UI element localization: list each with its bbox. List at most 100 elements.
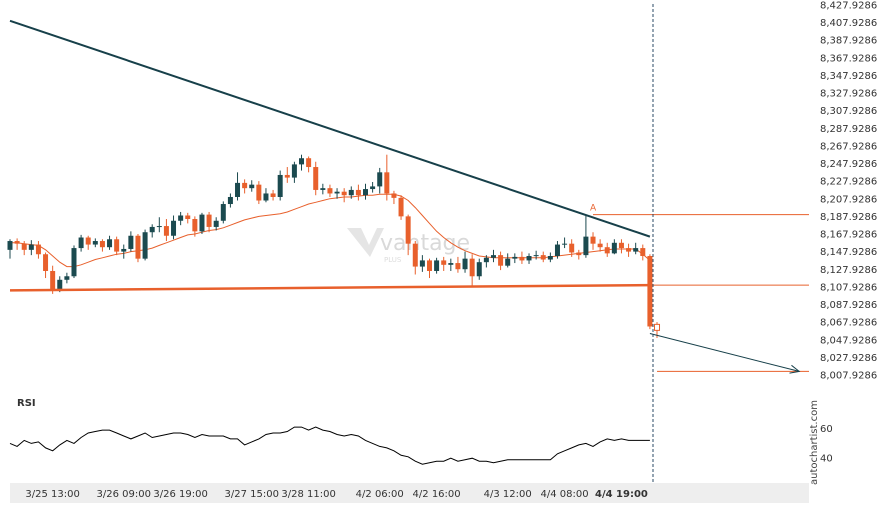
candle-bull — [71, 248, 77, 277]
candle-bear — [284, 174, 290, 178]
candle-bear — [398, 197, 404, 217]
candle-bull — [178, 215, 184, 221]
pattern-lines: A — [9, 19, 809, 374]
time-tick-label: 3/26 09:00 — [97, 489, 151, 500]
target-arrow-line — [649, 333, 800, 372]
candle-bear — [313, 167, 319, 190]
candle-bear — [590, 236, 596, 244]
candle-bear — [355, 189, 361, 196]
support-trendline — [9, 283, 650, 292]
rsi-panel: RSI 60 40 — [9, 398, 833, 465]
candle-bull — [121, 248, 127, 252]
candle-bull — [227, 196, 233, 205]
candle-bear — [135, 235, 141, 259]
candle-bear — [327, 188, 333, 194]
price-tick-label: 8,227.9286 — [820, 177, 877, 188]
candle-bull — [448, 263, 454, 265]
candle-bear — [618, 242, 624, 249]
candle-bull — [171, 220, 177, 236]
price-tick-label: 8,187.9286 — [820, 212, 877, 223]
time-tick-label: 4/3 12:00 — [484, 489, 532, 500]
candle-bull — [363, 189, 368, 196]
price-tick-label: 8,047.9286 — [820, 335, 877, 346]
candle-bear — [519, 256, 525, 261]
price-tick-label: 8,147.9286 — [820, 247, 877, 258]
vantage-watermark: vantage PLUS — [347, 228, 470, 264]
price-axis: 8,427.9286 8,407.9286 8,387.9286 8,367.9286… — [820, 1, 877, 382]
watermark-text: vantage — [380, 231, 470, 256]
candle-bear — [576, 252, 582, 256]
candle-bear — [341, 191, 347, 196]
candlesticks — [7, 154, 661, 338]
time-tick-label: 3/28 11:00 — [281, 489, 335, 500]
candle-bear — [14, 241, 20, 244]
price-tick-label: 8,107.9286 — [820, 282, 877, 293]
candle-bull — [64, 276, 70, 280]
candle-bear — [185, 215, 191, 220]
candle-bear — [604, 247, 610, 254]
candle-bull — [92, 241, 98, 245]
watermark-subtext: PLUS — [384, 256, 402, 264]
candle-bear — [455, 263, 461, 270]
time-tick-label: 3/26 19:00 — [153, 489, 207, 500]
price-tick-label: 8,127.9286 — [820, 265, 877, 276]
candle-bear — [569, 243, 575, 253]
candle-bear — [647, 256, 653, 327]
candle-bull — [28, 244, 34, 250]
price-tick-label: 8,247.9286 — [820, 159, 877, 170]
current-point-marker — [654, 323, 661, 331]
candle-bear — [163, 226, 169, 236]
price-tick-label: 8,267.9286 — [820, 141, 877, 152]
candle-bear — [405, 216, 411, 244]
price-tick-label: 8,207.9286 — [820, 194, 877, 205]
price-tick-label: 8,087.9286 — [820, 300, 877, 311]
candle-bull — [611, 242, 617, 254]
pattern-point-label: A — [590, 204, 597, 214]
candle-bull — [249, 184, 255, 189]
price-tick-label: 8,367.9286 — [820, 53, 877, 64]
candle-bear — [540, 255, 546, 260]
candle-bull — [199, 214, 205, 232]
candle-bear — [384, 172, 390, 194]
candle-bull — [419, 260, 425, 267]
candle-bear — [50, 270, 56, 290]
candle-bear — [426, 260, 432, 271]
time-tick-label: 3/25 13:00 — [25, 489, 79, 500]
time-axis: 3/25 13:00 3/26 09:00 3/26 19:00 3/27 15:00… — [25, 489, 648, 500]
candle-bull — [277, 174, 283, 197]
rsi-label: RSI — [17, 398, 36, 409]
rsi-line — [9, 426, 650, 465]
price-tick-label: 8,347.9286 — [820, 71, 877, 82]
time-tick-label: 4/2 06:00 — [356, 489, 404, 500]
candle-bull — [583, 236, 589, 256]
candle-bull — [78, 237, 84, 249]
price-tick-label: 8,407.9286 — [820, 18, 877, 29]
candle-bear — [391, 193, 397, 198]
price-tick-label: 8,067.9286 — [820, 318, 877, 329]
candle-bull — [462, 258, 468, 270]
candle-bull — [526, 256, 532, 261]
price-tick-label: 8,387.9286 — [820, 36, 877, 47]
candle-bull — [299, 158, 305, 165]
target-arrow-head — [789, 364, 801, 374]
rsi-tick-label: 40 — [820, 454, 833, 465]
candle-bull — [57, 279, 63, 290]
time-tick-label: 4/4 08:00 — [541, 489, 589, 500]
candle-bull — [533, 255, 539, 257]
candle-bull — [7, 241, 13, 250]
candle-bear — [306, 158, 312, 168]
time-tick-label: 4/2 16:00 — [413, 489, 461, 500]
candle-bull — [377, 172, 383, 187]
candle-bear — [192, 219, 198, 232]
candle-bear — [242, 182, 248, 189]
candle-bear — [626, 248, 632, 252]
price-tick-label: 8,167.9286 — [820, 230, 877, 241]
time-axis-band — [10, 483, 809, 503]
candle-bull — [490, 255, 496, 258]
candle-bear — [206, 214, 212, 227]
price-tick-label: 8,427.9286 — [820, 1, 877, 12]
candle-bull — [213, 220, 219, 227]
time-tick-label: 3/27 15:00 — [225, 489, 279, 500]
branding-text: autochartist.com — [809, 400, 820, 485]
